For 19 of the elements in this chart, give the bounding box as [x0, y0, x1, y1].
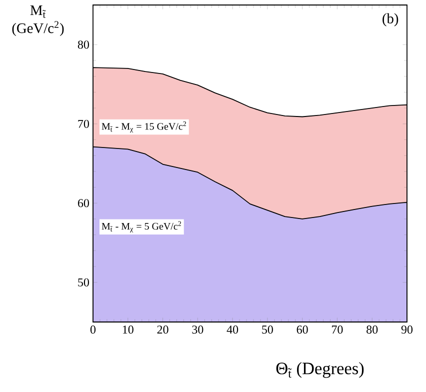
x-axis-title: Θ$_{t̃}$ (Degrees)	[276, 362, 364, 378]
text: (b)	[382, 13, 398, 26]
x-tick-label: 90	[401, 326, 413, 334]
y-tick-label: 80	[78, 40, 90, 49]
x-tick-label: 70	[332, 326, 343, 334]
x-tick-label: 20	[157, 326, 168, 334]
y-tick-label: 70	[78, 120, 90, 128]
x-tick-label: 0	[90, 326, 96, 334]
x-tick-label: 60	[296, 326, 308, 334]
y-tick-label: 60	[78, 199, 90, 208]
x-tick-label: 50	[262, 326, 273, 334]
annotation: M$_{t̃}$ - M$_{χ}$ = 15 GeV/c$^{2}$	[102, 121, 186, 133]
y-axis-title: M$_{t̃}$ (GeV/c$^{2}$)	[12, 6, 64, 36]
x-tick-label: 10	[122, 326, 134, 334]
annotation: M$_{t̃}$ - M$_{χ}$ = 5 GeV/c$^{2}$	[102, 221, 181, 233]
y-tick-label: 50	[78, 278, 90, 286]
x-tick-label: 40	[226, 326, 238, 334]
x-tick-label: 80	[366, 326, 378, 334]
x-tick-label: 30	[192, 326, 204, 334]
